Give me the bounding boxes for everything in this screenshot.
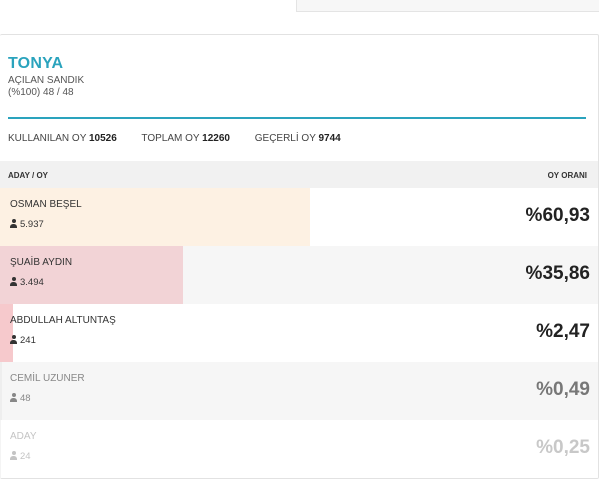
candidate-name: OSMAN BEŞEL (10, 199, 82, 210)
candidate-votes: 48 (10, 393, 31, 404)
stat-total: TOPLAM OY 12260 (141, 133, 230, 144)
vote-share-bar (0, 304, 13, 362)
user-icon (10, 219, 17, 228)
opened-ballot-value: (%100) 48 / 48 (8, 87, 74, 98)
candidate-name: CEMİL UZUNER (10, 373, 85, 384)
stat-total-value: 12260 (202, 133, 230, 144)
vote-count: 3.494 (20, 277, 44, 288)
user-icon (10, 393, 17, 402)
candidate-percentage: %0,49 (536, 379, 590, 400)
header-candidate: ADAY / OY (8, 171, 49, 180)
header-vote-rate: OY ORANI (547, 171, 587, 180)
candidate-percentage: %0,25 (536, 437, 590, 458)
stat-valid: GEÇERLİ OY 9744 (255, 133, 341, 144)
vote-share-bar (0, 362, 3, 420)
candidate-list: OSMAN BEŞEL 5.937 %60,93 ŞUAİB AYDIN 3.4… (0, 188, 598, 478)
stat-used: KULLANILAN OY 10526 (8, 133, 117, 144)
city-title: TONYA (8, 55, 64, 72)
vote-share-bar (0, 246, 183, 304)
candidate-name: ABDULLAH ALTUNTAŞ (10, 315, 116, 326)
vote-count: 24 (20, 451, 31, 462)
candidate-percentage: %60,93 (525, 205, 590, 226)
vote-count: 241 (20, 335, 36, 346)
vote-share-bar (0, 188, 311, 246)
candidate-percentage: %35,86 (525, 263, 590, 284)
vote-count: 48 (20, 393, 31, 404)
stat-valid-label: GEÇERLİ OY (254, 133, 316, 144)
stat-valid-value: 9744 (318, 133, 341, 144)
user-icon (10, 335, 17, 344)
candidate-name: ŞUAİB AYDIN (10, 257, 73, 268)
candidate-percentage: %2,47 (536, 321, 590, 342)
table-header: ADAY / OY OY ORANI (0, 161, 598, 188)
stat-used-value: 10526 (88, 133, 117, 144)
candidate-votes: 24 (10, 451, 31, 462)
user-icon (10, 277, 17, 286)
candidate-votes: 5.937 (10, 219, 44, 230)
vote-stats: KULLANILAN OY 10526 TOPLAM OY 12260 GEÇE… (8, 133, 363, 144)
candidate-row[interactable]: CEMİL UZUNER 48 %0,49 (0, 362, 598, 420)
stat-used-label: KULLANILAN OY (8, 133, 87, 144)
candidate-name: ADAY (10, 431, 37, 442)
vote-share-bar (0, 420, 2, 478)
vote-count: 5.937 (20, 219, 44, 230)
candidate-row[interactable]: OSMAN BEŞEL 5.937 %60,93 (0, 188, 598, 246)
candidate-row[interactable]: ABDULLAH ALTUNTAŞ 241 %2,47 (0, 304, 598, 362)
results-card: TONYA AÇILAN SANDIK (%100) 48 / 48 KULLA… (0, 34, 599, 479)
candidate-row[interactable]: ADAY 24 %0,25 (0, 420, 598, 478)
user-icon (10, 451, 17, 460)
stat-total-label: TOPLAM OY (141, 133, 200, 144)
candidate-votes: 3.494 (10, 277, 44, 288)
candidate-votes: 241 (10, 335, 36, 346)
top-panel-edge (296, 0, 599, 12)
results-header: TONYA AÇILAN SANDIK (%100) 48 / 48 (8, 55, 84, 98)
candidate-row[interactable]: ŞUAİB AYDIN 3.494 %35,86 (0, 246, 598, 304)
accent-divider (8, 117, 586, 119)
opened-ballot-label: AÇILAN SANDIK (8, 75, 85, 86)
